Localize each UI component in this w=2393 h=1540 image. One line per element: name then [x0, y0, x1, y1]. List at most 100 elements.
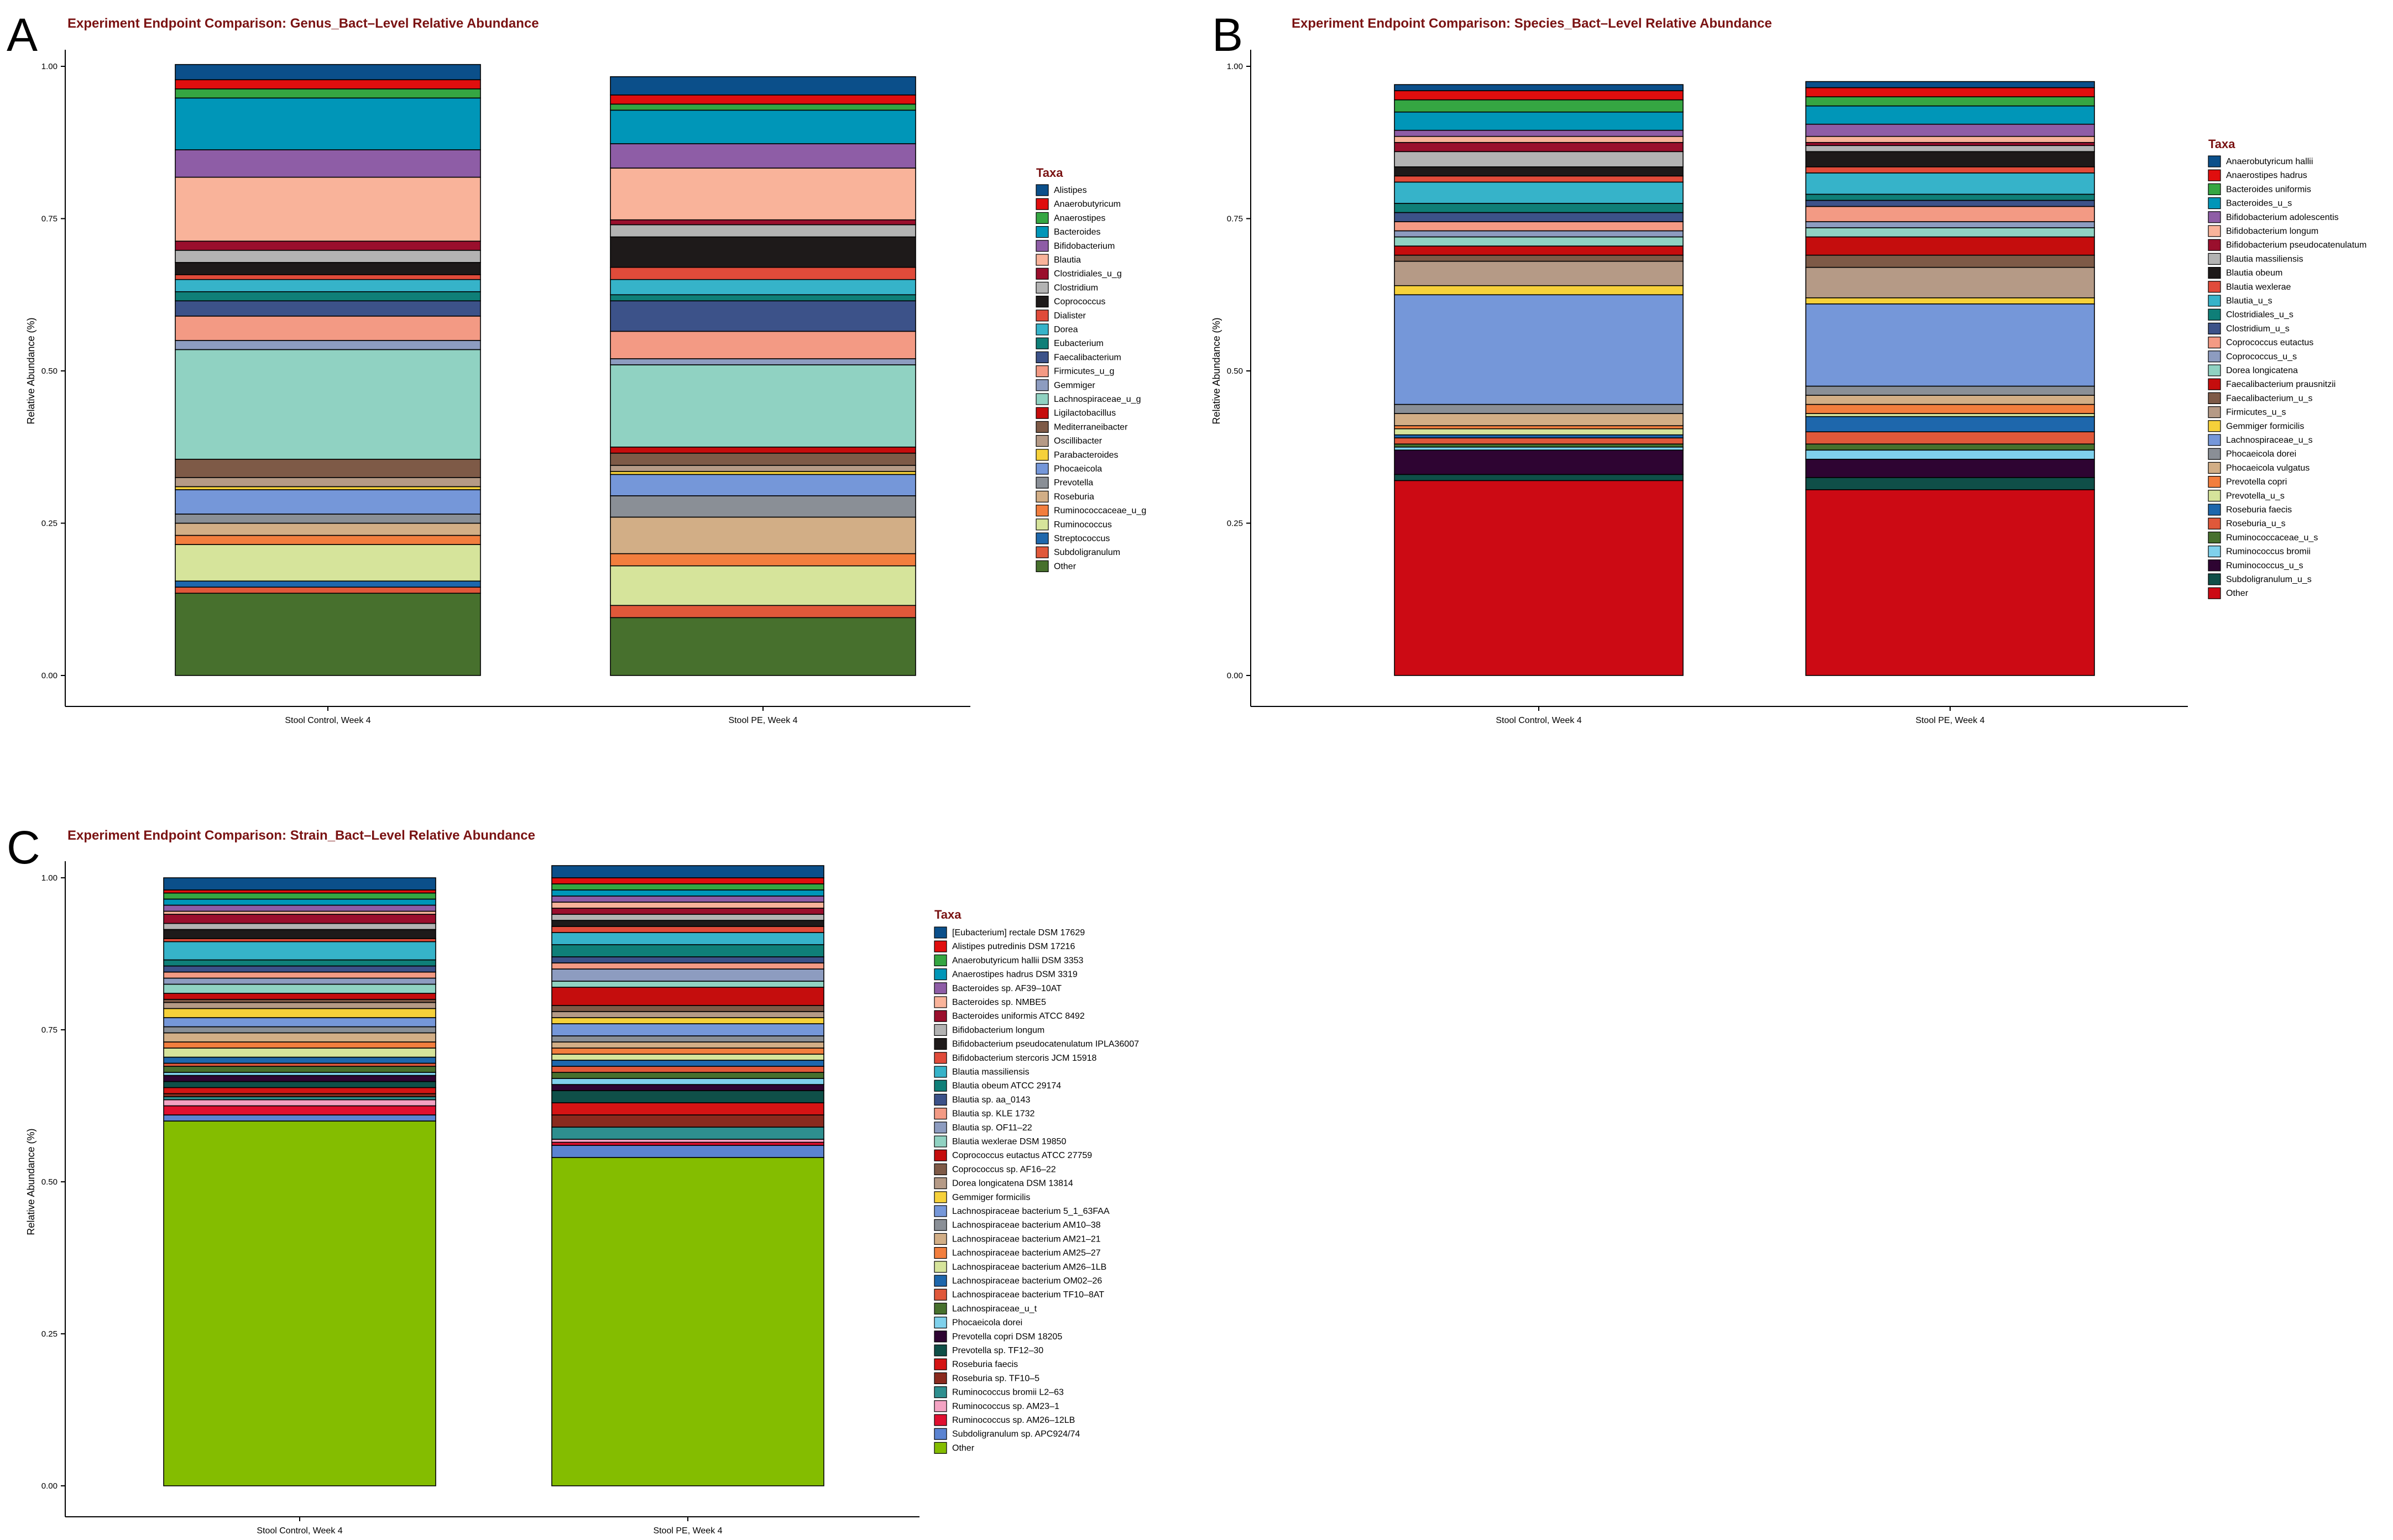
legend-swatch [1036, 268, 1049, 280]
bar-segment [1805, 166, 2095, 174]
bar-segment [175, 300, 481, 317]
legend-swatch [2208, 183, 2221, 195]
legend-label: Firmicutes_u_s [2226, 408, 2286, 417]
bar-segment [175, 240, 481, 251]
bar-segment [1394, 413, 1684, 426]
legend-label: Prevotella_u_s [2226, 491, 2285, 501]
bar-segment [1805, 254, 2095, 268]
bar-segment [1805, 297, 2095, 305]
legend-swatch [2208, 155, 2221, 167]
legend-label: Bifidobacterium adolescentis [2226, 213, 2339, 222]
bar-segment [175, 250, 481, 263]
legend-swatch [1036, 434, 1049, 447]
legend-swatch [934, 1261, 947, 1273]
bar-segment [1394, 446, 1684, 451]
legend-swatch [934, 1331, 947, 1343]
y-axis-title: Relative Abundance (%) [25, 1128, 36, 1235]
legend-label: Anaerostipes [1054, 213, 1105, 223]
bar-segment [1394, 449, 1684, 475]
bar-segment [551, 1060, 824, 1067]
legend-swatch [934, 954, 947, 967]
y-axis-title: Relative Abundance (%) [1211, 317, 1222, 424]
legend-label: Bacteroides sp. AF39–10AT [952, 984, 1062, 993]
bar-segment [1394, 129, 1684, 137]
legend-swatch [934, 996, 947, 1008]
legend-swatch [2208, 434, 2221, 446]
legend: Taxa Alistipes Anaerobutyricum Anaerostipes… [1036, 166, 1146, 573]
bar-segment [1394, 480, 1684, 676]
legend-label: Roseburia sp. TF10–5 [952, 1374, 1039, 1383]
bar-segment [551, 1078, 824, 1085]
legend-swatch [2208, 448, 2221, 460]
legend-swatch [2208, 169, 2221, 181]
legend-label: Lachnospiraceae bacterium AM25–27 [952, 1249, 1101, 1258]
y-tick-label: 0.75 [1227, 214, 1243, 224]
legend-swatch [934, 926, 947, 939]
bar-segment [1394, 175, 1684, 183]
bar-segment [175, 586, 481, 594]
legend-label: Lachnospiraceae bacterium TF10–8AT [952, 1290, 1104, 1300]
bar-segment [163, 999, 436, 1003]
bar-segment [610, 109, 916, 144]
bar-segment [175, 316, 481, 341]
y-tick-label: 0.25 [1227, 519, 1243, 528]
legend-label: Lachnospiraceae bacterium AM10–38 [952, 1221, 1101, 1230]
bar-segment [551, 981, 824, 988]
bar-segment [163, 929, 436, 939]
bar-segment [1394, 221, 1684, 232]
bar-stack [175, 64, 481, 676]
bar-segment [551, 944, 824, 957]
panel-letter: C [7, 821, 40, 873]
bar-segment [1805, 385, 2095, 396]
bar-segment [163, 892, 436, 900]
legend-label: Alistipes [1054, 186, 1087, 195]
bar-segment [163, 1047, 436, 1058]
legend-label: Ruminococcus sp. AM23–1 [952, 1402, 1059, 1411]
bar-segment [163, 983, 436, 994]
bar-segment [163, 1120, 436, 1486]
legend-swatch [934, 1010, 947, 1022]
x-tick-label: Stool PE, Week 4 [1915, 716, 1984, 725]
bar-segment [551, 889, 824, 897]
bar-segment [610, 617, 916, 676]
legend-label: Streptococcus [1054, 534, 1110, 543]
bar-segment [1805, 477, 2095, 490]
legend-label: Clostridiales_u_s [2226, 310, 2293, 319]
bar-segment [163, 914, 436, 924]
bar-segment [610, 364, 916, 448]
legend-swatch [1036, 490, 1049, 503]
legend-label: Lachnospiraceae bacterium AM26–1LB [952, 1263, 1106, 1272]
y-tick-label: 0.50 [41, 1177, 58, 1187]
bar-segment [163, 1072, 436, 1076]
legend-label: Coprococcus sp. AF16–22 [952, 1165, 1056, 1174]
bar-segment [551, 926, 824, 933]
bar-segment [1805, 87, 2095, 97]
y-tick-label: 0.00 [41, 671, 58, 680]
bar-segment [551, 956, 824, 963]
bar-segment [1805, 142, 2095, 146]
bar-segment [163, 1096, 436, 1101]
bar-segment [551, 914, 824, 921]
bar-segment [610, 236, 916, 268]
bar-segment [1805, 489, 2095, 676]
legend-swatch [2208, 490, 2221, 502]
legend-swatch [934, 1093, 947, 1106]
legend-label: Faecalibacterium [1054, 353, 1121, 362]
legend-swatch [1036, 198, 1049, 210]
legend-swatch [2208, 197, 2221, 209]
bar-segment [551, 877, 824, 884]
bar-segment [1394, 434, 1684, 439]
bar-segment [1805, 416, 2095, 433]
legend-swatch [2208, 225, 2221, 237]
bar-segment [551, 895, 824, 903]
legend-label: Ligilactobacillus [1054, 408, 1116, 418]
bar-stack [163, 877, 436, 1486]
legend-label: Bifidobacterium longum [2226, 227, 2318, 236]
legend-swatch [1036, 254, 1049, 266]
bar-stack [1394, 84, 1684, 676]
bar-segment [1805, 123, 2095, 137]
bar-segment [551, 1102, 824, 1115]
bar-segment [1805, 105, 2095, 125]
legend-label: Other [1054, 562, 1077, 571]
legend-label: Coprococcus_u_s [2226, 352, 2297, 362]
